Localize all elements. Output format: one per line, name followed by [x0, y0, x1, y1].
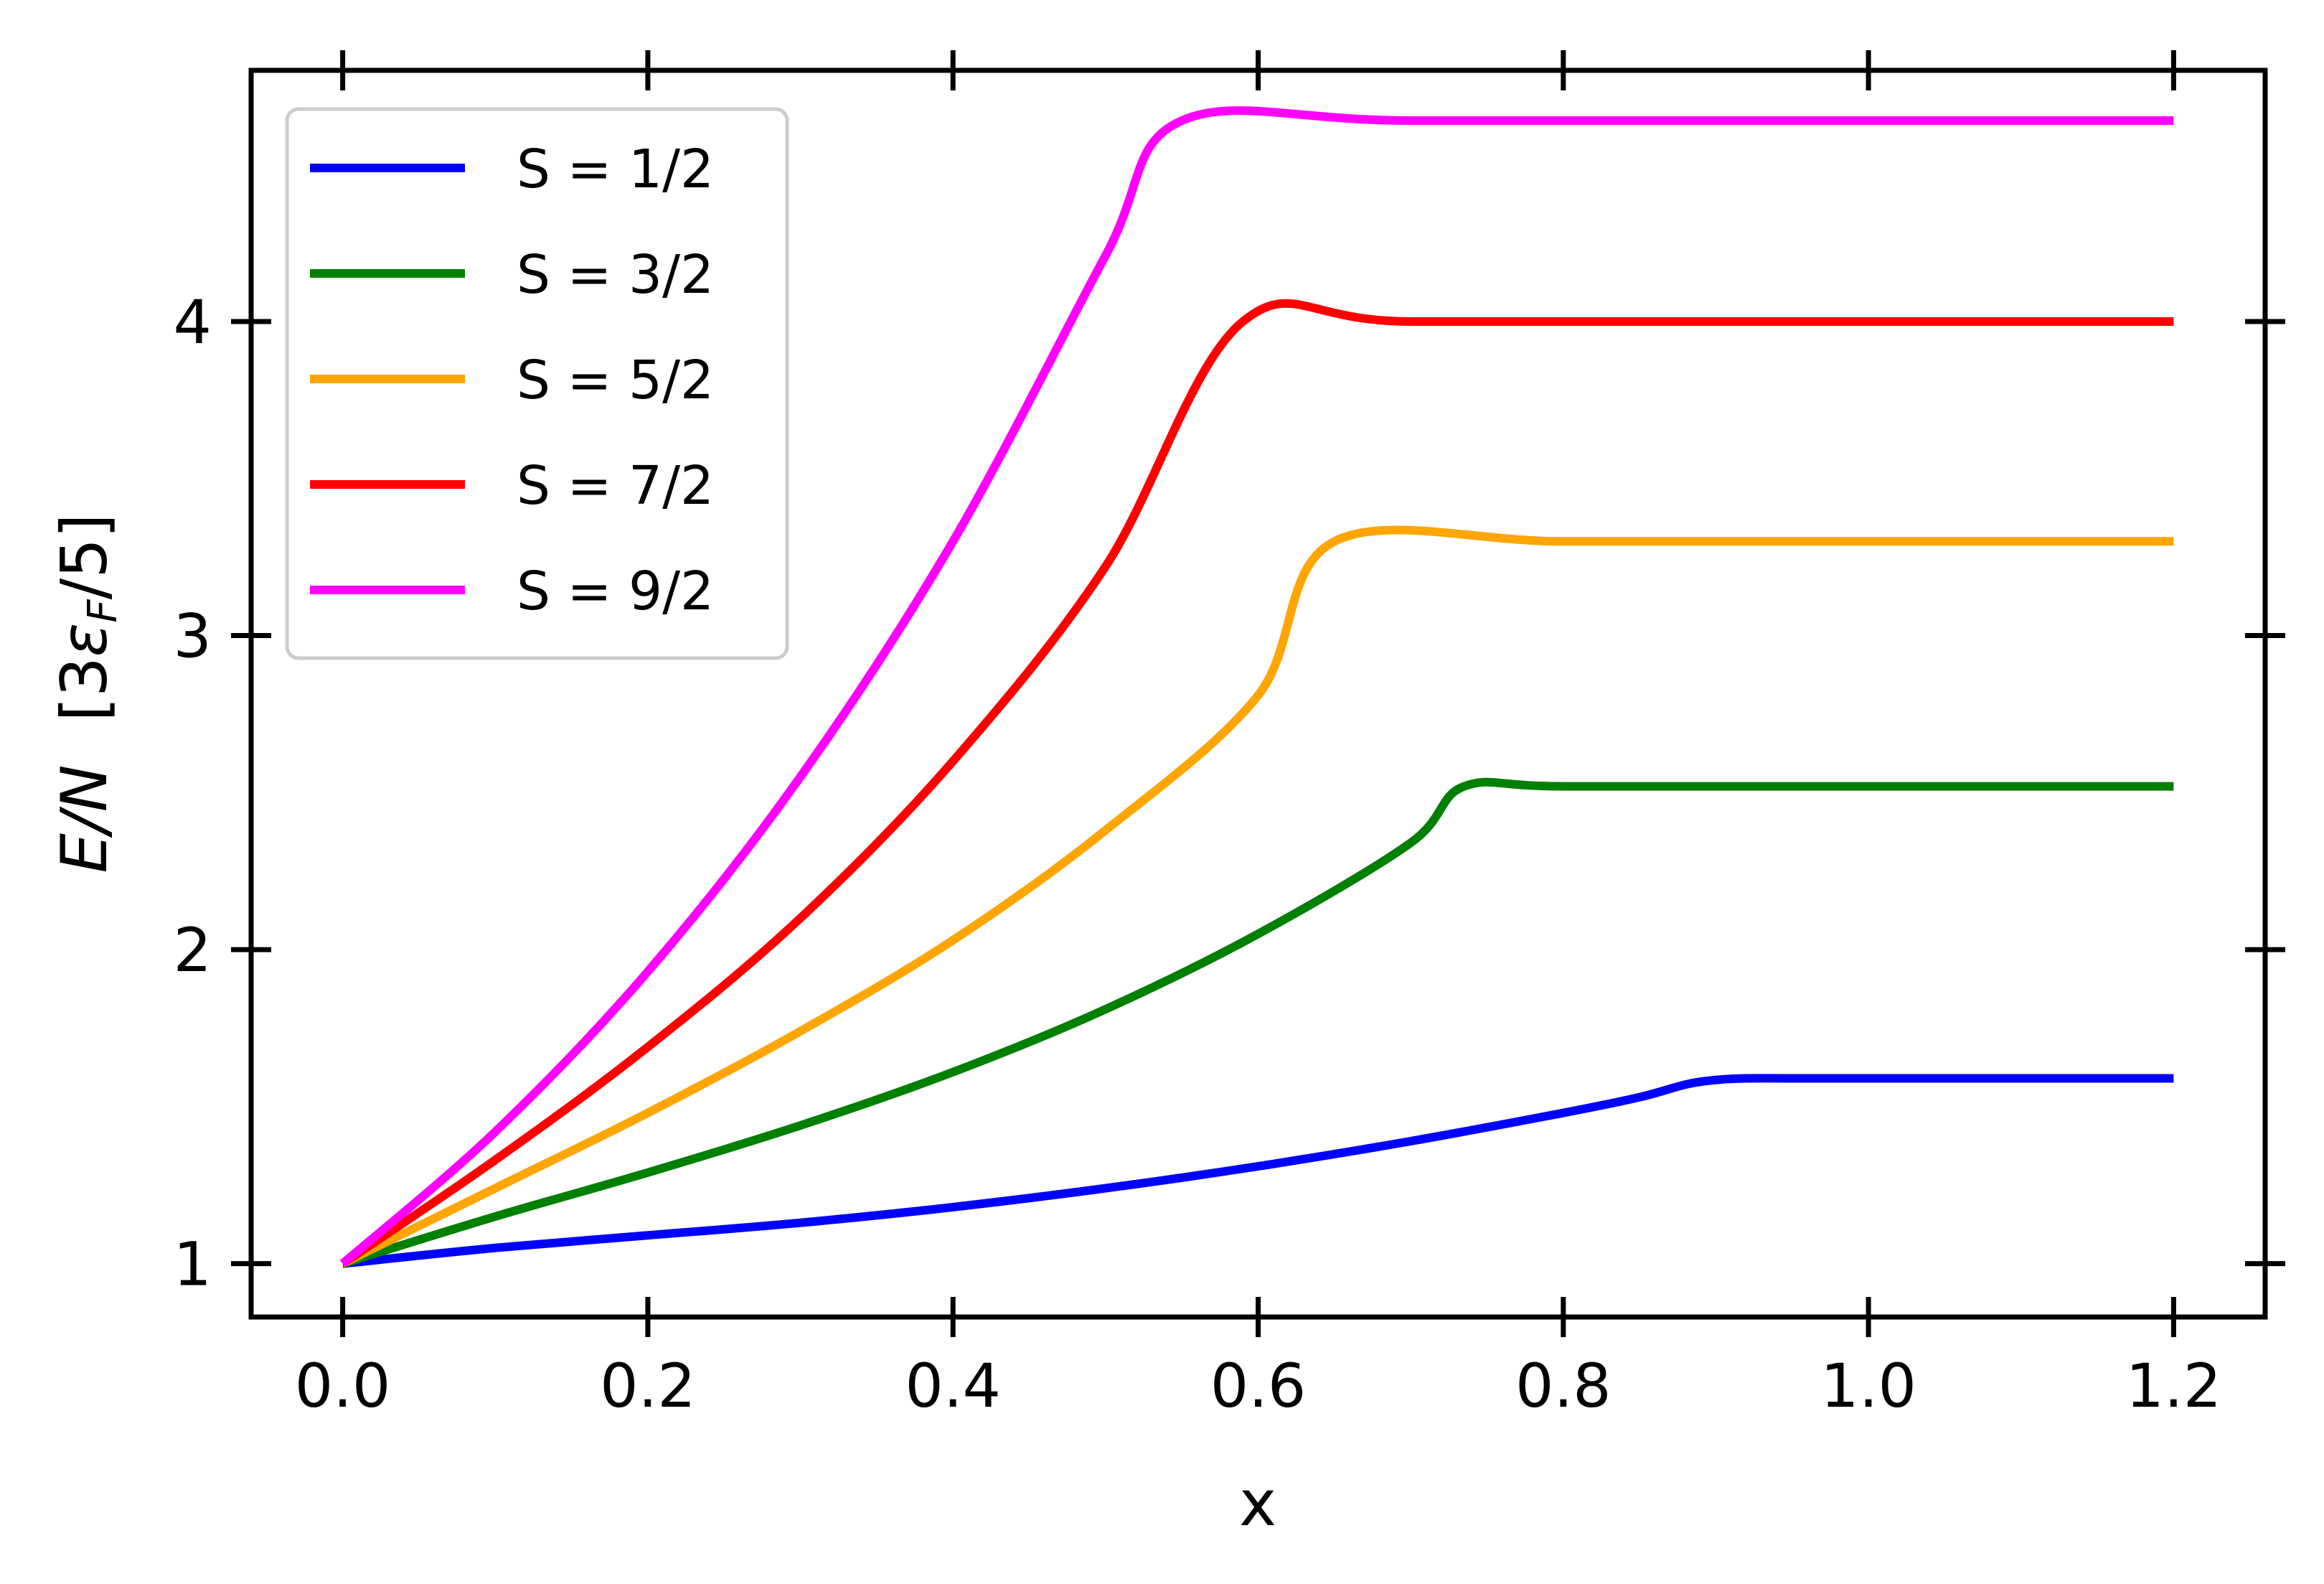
x-tick-label: 1.2 — [2126, 1351, 2222, 1421]
legend-label: S = 3/2 — [517, 244, 714, 306]
legend: S = 1/2 S = 3/2 S = 5/2 S = 7/2 S = 9/2 — [285, 107, 789, 660]
legend-box — [285, 107, 789, 660]
legend-items: S = 1/2 S = 3/2 S = 5/2 S = 7/2 S = 9/2 — [310, 139, 714, 622]
legend-label: S = 9/2 — [517, 561, 714, 622]
y-axis-label-unit-close: /5] — [47, 513, 121, 599]
y-tick-label: 4 — [174, 287, 212, 357]
legend-label: S = 5/2 — [517, 350, 714, 411]
x-tick-label: 1.0 — [1820, 1351, 1916, 1421]
series-line-s-9-2 — [339, 106, 2174, 1267]
y-axis-label-prefix: E/N — [47, 765, 121, 873]
y-tick-label: 2 — [174, 915, 212, 985]
series-line-s-5-2 — [340, 525, 2174, 1267]
x-tick-label: 0.4 — [905, 1351, 1001, 1421]
y-tick-label: 1 — [174, 1229, 212, 1300]
x-tick-label: 0.6 — [1210, 1351, 1307, 1421]
tick-layer: 0.0 0.2 0.4 0.6 0.8 1.0 1.2 1 2 3 4 — [174, 50, 2285, 1421]
y-axis-label-unit-open: [3 — [47, 657, 121, 721]
series-line-s-3-2 — [341, 777, 2174, 1268]
legend-label: S = 7/2 — [517, 455, 714, 517]
series-line-s-1-2 — [342, 1074, 2174, 1268]
x-tick-label: 0.2 — [600, 1351, 696, 1421]
series-layer — [339, 106, 2174, 1268]
y-axis-label-unit-sub: F — [80, 599, 126, 623]
x-tick-label: 0.8 — [1515, 1351, 1612, 1421]
y-axis-label-unit-symbol: ε — [47, 623, 121, 657]
legend-label: S = 1/2 — [517, 139, 714, 200]
series-line-s-7-2 — [340, 299, 2174, 1267]
y-tick-label: 3 — [174, 601, 212, 672]
y-axis-label: E/N [3εF/5] — [47, 513, 126, 873]
x-tick-label: 0.0 — [295, 1351, 391, 1421]
x-axis-label: x — [1239, 1466, 1276, 1540]
